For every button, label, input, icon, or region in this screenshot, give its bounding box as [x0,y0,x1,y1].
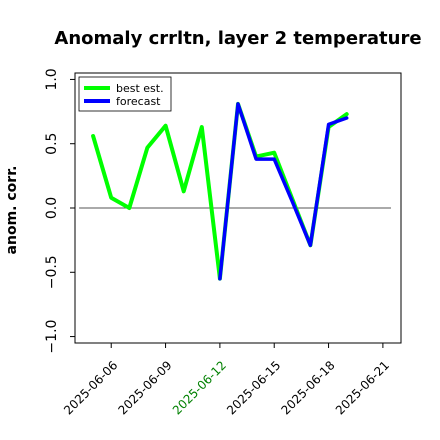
data-point-best-est [200,125,203,129]
data-point-forecast [345,116,348,120]
y-tick-label: 1.0 [44,68,60,90]
legend-label: forecast [116,95,161,108]
chart-title: Anomaly crrltn, layer 2 temperature [54,28,421,49]
legend-box [78,76,172,112]
data-point-best-est [128,206,131,210]
data-point-forecast [273,157,276,161]
y-axis-label: anom. corr. [4,166,20,255]
y-tick-label: −1.0 [44,320,60,354]
data-point-best-est [146,146,149,149]
data-point-best-est [345,112,348,116]
series-line-forecast [218,102,349,281]
data-point-forecast [254,157,258,161]
legend-label: best est. [116,82,164,95]
y-tick-label: 0.5 [44,133,60,155]
data-point-best-est [182,190,185,193]
data-point-forecast [236,102,240,106]
data-point-best-est [273,151,276,154]
data-point-forecast [291,200,294,203]
data-point-forecast [327,123,330,126]
y-tick-label: 0.0 [44,197,60,219]
y-tick-label: −0.5 [44,255,60,289]
data-point-best-est [164,124,167,127]
data-point-forecast [218,277,222,280]
plot-frame [74,72,402,344]
data-point-best-est [91,134,95,138]
data-point-forecast [309,244,312,247]
data-point-best-est [110,196,113,199]
